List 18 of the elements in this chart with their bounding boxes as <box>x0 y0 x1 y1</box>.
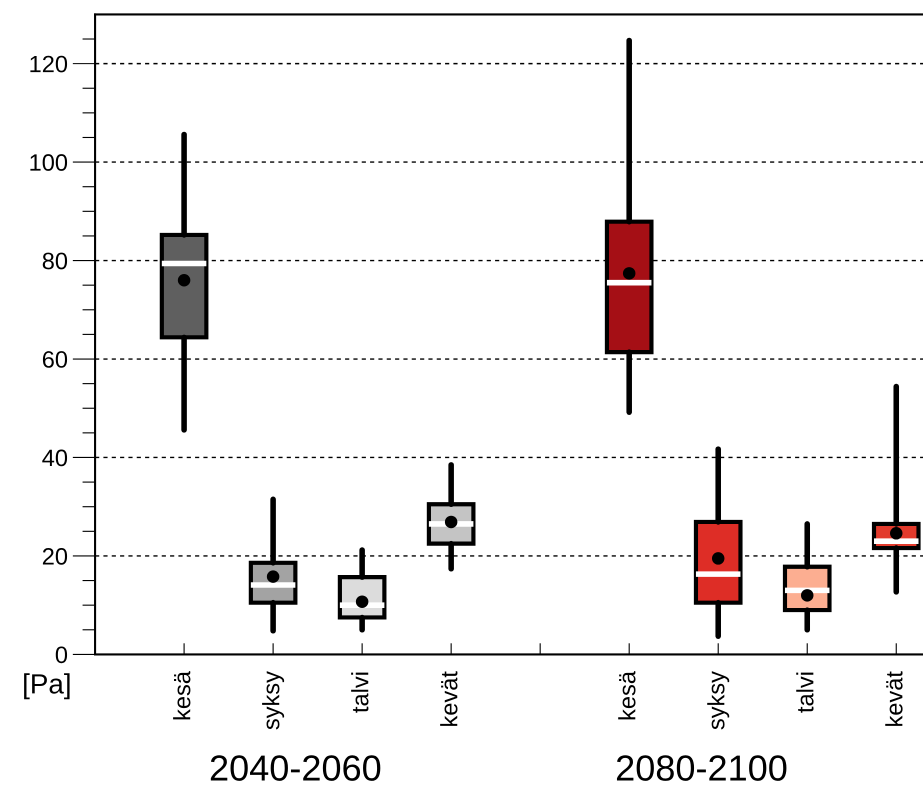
x-tick-label: kevät <box>440 671 458 726</box>
x-tick-label: kesä <box>173 671 190 720</box>
x-tick-label: kesä <box>618 671 636 720</box>
y-tick-label: 80 <box>42 252 68 270</box>
y-tick-label: 40 <box>42 450 68 466</box>
x-tick-label: talvi <box>351 672 368 713</box>
x-tick-label: talvi <box>796 672 814 713</box>
x-tick-label: syksy <box>707 671 730 730</box>
x-tick-label: syksy <box>262 671 284 730</box>
text: 2080-2100 <box>616 755 786 781</box>
text: 2040-2060 <box>210 755 380 781</box>
y-tick-label: 120 <box>30 56 68 72</box>
y-axis-title: [Pa] <box>24 673 70 700</box>
x-tick-label: kevät <box>885 671 903 726</box>
y-tick-label: 20 <box>42 548 68 565</box>
y-tick-label: 100 <box>30 154 68 171</box>
y-tick-label: 0 <box>56 646 68 664</box>
y-tick-label: 60 <box>42 351 68 368</box>
